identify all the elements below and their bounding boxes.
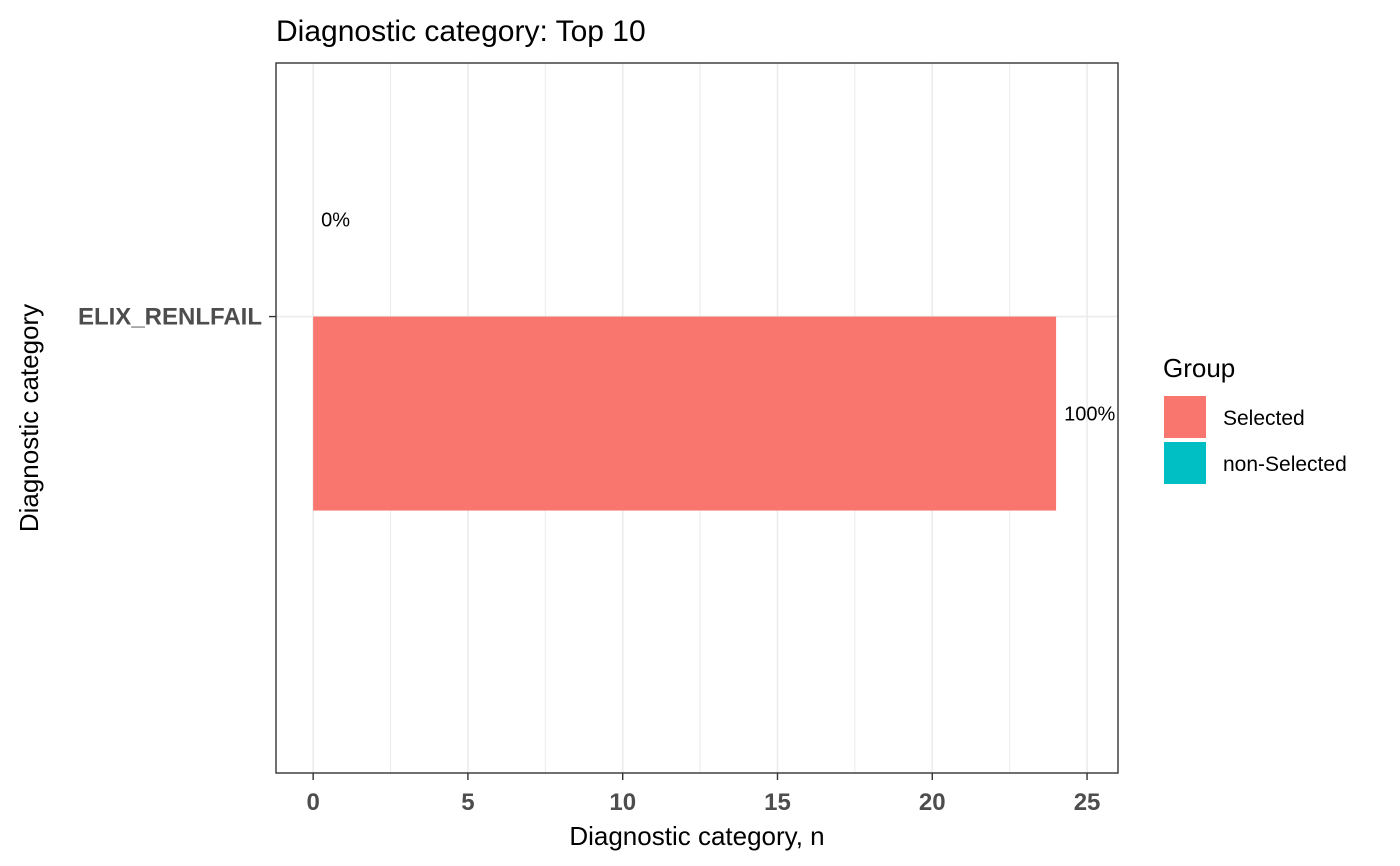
- x-axis-title: Diagnostic category, n: [569, 821, 824, 851]
- y-tick-label: ELIX_RENLFAIL: [78, 304, 262, 331]
- x-tick-label: 0: [306, 789, 319, 816]
- data-label-non-selected: 0%: [321, 210, 350, 232]
- x-axis: 0 5 10 15 20 25: [306, 773, 1100, 816]
- x-tick-label: 25: [1074, 789, 1101, 816]
- chart-title: Diagnostic category: Top 10: [276, 15, 646, 48]
- legend-swatch-selected: [1164, 396, 1206, 438]
- panel-border: [275, 62, 1119, 774]
- plot-bars: [313, 316, 1057, 511]
- x-tick-label: 20: [919, 789, 946, 816]
- data-label-selected: 100%: [1064, 404, 1115, 426]
- x-tick-label: 15: [764, 789, 791, 816]
- legend-swatch-non-selected: [1164, 442, 1206, 484]
- y-axis: ELIX_RENLFAIL: [78, 304, 276, 331]
- legend-title: Group: [1163, 353, 1235, 383]
- x-tick-label: 10: [609, 789, 636, 816]
- legend-label-selected: Selected: [1223, 407, 1305, 430]
- legend: Group Selected non-Selected: [1163, 353, 1347, 484]
- y-axis-title: Diagnostic category: [14, 304, 44, 532]
- x-tick-label: 5: [461, 789, 474, 816]
- plot-data-labels: 100% 0%: [321, 210, 1115, 426]
- bar-selected: [313, 316, 1057, 511]
- legend-items: Selected non-Selected: [1164, 396, 1347, 484]
- legend-label-non-selected: non-Selected: [1223, 453, 1347, 476]
